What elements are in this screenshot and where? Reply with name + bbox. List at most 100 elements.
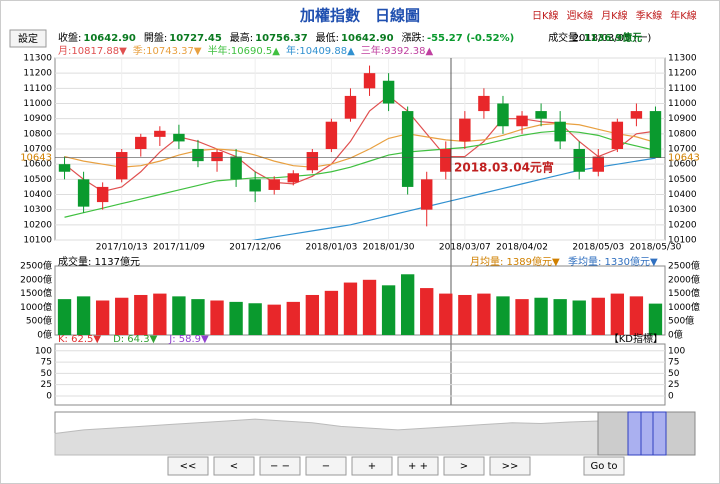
nav-button[interactable]: [351, 456, 393, 476]
info-label: 最高:: [230, 31, 253, 44]
info-value: 10727.45: [169, 33, 222, 44]
date: 2018/03/05 (一): [573, 33, 652, 44]
volume-bar: [610, 293, 625, 335]
candle-body: [592, 156, 604, 172]
volume-bar: [343, 282, 358, 335]
volume-bar: [76, 296, 91, 335]
volume-bar: [629, 296, 644, 335]
y-tick-label: 1000億: [20, 301, 52, 313]
settings-label[interactable]: 設定: [18, 32, 38, 45]
nav-button[interactable]: [259, 456, 301, 476]
candle-body: [363, 73, 376, 89]
candle-body: [459, 118, 471, 142]
candle-body: [382, 80, 395, 104]
candle-body: [230, 156, 242, 180]
candle-body: [287, 173, 299, 183]
volume-bar: [210, 300, 224, 335]
y-tick-label: 10900: [23, 114, 52, 124]
info-label: 最低:: [316, 31, 339, 44]
y-tick-label: 10200: [23, 220, 52, 230]
y-tick-label: 10300: [23, 205, 52, 215]
y-tick-label-right: 1500億: [668, 287, 700, 299]
info-value: 1136.9億元: [584, 31, 643, 44]
candle-body: [554, 121, 566, 142]
y-tick-label: 11300: [23, 54, 52, 64]
volume-bar: [229, 301, 243, 335]
volume-bar: [439, 293, 453, 335]
volume-bar: [115, 297, 129, 335]
y-tick-label-right: 10900: [668, 114, 697, 124]
go-button-label[interactable]: Go to: [590, 461, 617, 472]
volume-bar: [515, 299, 529, 335]
nav-button-label[interactable]: <<: [180, 461, 197, 472]
x-tick-label: 2018/04/02: [496, 243, 548, 253]
volume-bar: [381, 285, 396, 335]
nav-button-label[interactable]: + +: [408, 461, 428, 472]
nav-button[interactable]: [167, 456, 209, 476]
y-tick-label-right: 2000億: [668, 273, 700, 285]
x-tick-label: 2017/11/09: [153, 243, 205, 253]
period-link[interactable]: 日K線: [532, 9, 559, 22]
info-value: 10756.37: [255, 33, 308, 44]
nav-button[interactable]: [489, 456, 531, 476]
nav-button-label[interactable]: >>: [502, 461, 519, 472]
y-tick-label: 0億: [37, 329, 52, 341]
info-value: -55.27 (-0.52%): [427, 33, 514, 44]
y-tick-label-right: 2500億: [668, 260, 700, 272]
nav-button[interactable]: [213, 456, 255, 476]
x-tick-label: 2017/12/06: [229, 243, 281, 253]
candle-body: [649, 111, 662, 158]
x-tick-label: 2018/05/30: [630, 243, 682, 253]
y-tick-label: 10500: [23, 175, 52, 185]
nav-button-label[interactable]: <: [230, 461, 238, 472]
y-tick-label: 1500億: [20, 287, 52, 299]
candle-body: [630, 111, 643, 119]
volume-avg: 季均量: 1330億元▼: [568, 255, 658, 268]
volume-bar: [57, 299, 72, 335]
period-link[interactable]: 月K線: [601, 9, 628, 22]
y-tick-label-right: 11000: [668, 99, 697, 109]
current-label-right: 10643: [668, 153, 700, 164]
x-tick-label: 2018/03/07: [439, 243, 491, 253]
volume-bar: [267, 304, 281, 335]
nav-button-label[interactable]: − −: [270, 461, 290, 472]
y-tick-label-right: 500億: [668, 315, 694, 327]
volume-bar: [591, 297, 605, 335]
go-button[interactable]: [583, 456, 625, 476]
candle-body: [192, 149, 204, 162]
y-tick-label-right: 10600: [668, 160, 697, 170]
candle-body: [497, 103, 509, 127]
volume-bar: [172, 296, 186, 335]
settings-button[interactable]: [9, 29, 47, 48]
candle-body: [135, 136, 147, 149]
kd-title: 【KD指標】: [609, 332, 663, 345]
y-tick-label: 2000億: [20, 273, 52, 285]
y-tick-label-right: 10300: [668, 205, 697, 215]
candle-body: [344, 95, 357, 119]
ma-legend: 月:10817.88▼: [58, 45, 127, 57]
y-tick-label-right: 10500: [668, 175, 697, 185]
candle-body: [325, 121, 338, 149]
nav-button-label[interactable]: −: [322, 461, 330, 472]
period-link[interactable]: 年K線: [670, 9, 697, 22]
candle-body: [173, 133, 185, 142]
y-tick-label-right: 25: [668, 380, 679, 390]
nav-button[interactable]: [305, 456, 347, 476]
nav-button-label[interactable]: +: [368, 461, 376, 472]
nav-button-label[interactable]: >: [460, 461, 468, 472]
y-tick-label: 2500億: [20, 260, 52, 272]
period-link[interactable]: 季K線: [636, 9, 663, 22]
period-link[interactable]: 週K線: [567, 9, 594, 22]
nav-button[interactable]: [397, 456, 439, 476]
candle-body: [306, 152, 319, 171]
nav-window[interactable]: [627, 411, 667, 456]
volume-bar: [534, 297, 548, 335]
nav-button[interactable]: [443, 456, 485, 476]
ma-legend: 季:10743.37▼: [133, 45, 202, 57]
panel: [54, 343, 666, 406]
candle-body: [611, 121, 624, 149]
y-tick-label: 100: [35, 346, 52, 356]
volume-bar: [134, 294, 148, 335]
candle-body: [77, 179, 90, 207]
